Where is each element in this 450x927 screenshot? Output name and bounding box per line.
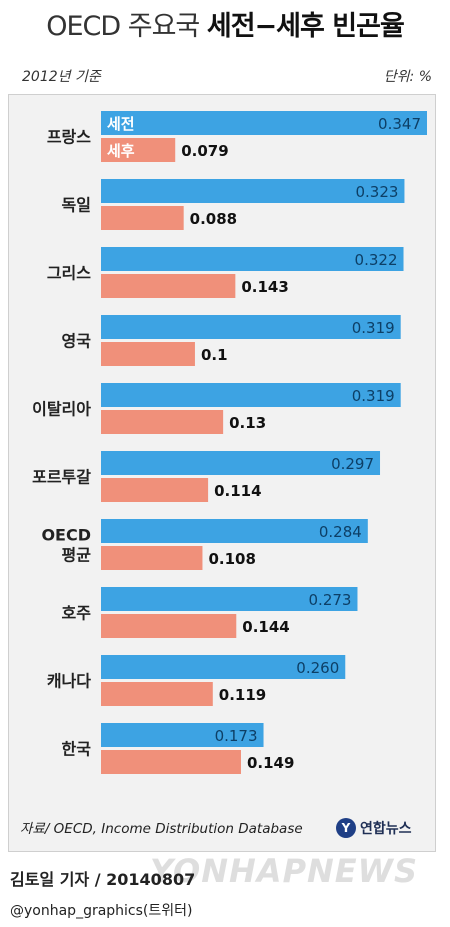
bar-pretax	[101, 451, 381, 475]
title-light: OECD 주요국	[46, 11, 200, 42]
value-label-pretax: 0.319	[352, 319, 395, 337]
value-label-pretax: 0.260	[296, 659, 339, 677]
category-label: 프랑스	[47, 128, 91, 147]
value-label-posttax: 0.088	[190, 210, 237, 228]
chart-title: OECD 주요국 세전−세후 빈곤율	[0, 4, 450, 43]
value-label-pretax: 0.297	[331, 455, 374, 473]
unit-label: 단위: %	[383, 69, 432, 85]
bar-pretax	[101, 111, 427, 135]
bar-posttax	[101, 206, 184, 230]
value-label-posttax: 0.119	[219, 686, 266, 704]
twitter-handle: @yonhap_graphics(트위터)	[10, 903, 193, 919]
value-label-posttax: 0.114	[214, 482, 261, 500]
value-label-pretax: 0.322	[355, 251, 398, 269]
brand: Y 연합뉴스	[336, 816, 412, 840]
value-label-pretax: 0.323	[355, 183, 398, 201]
bar-pretax	[101, 587, 358, 611]
value-label-posttax: 0.144	[242, 618, 289, 636]
reporter-credit: 김토일 기자 / 20140807	[10, 870, 196, 889]
bar-posttax	[101, 478, 209, 502]
category-label: OECD 평균	[41, 526, 91, 565]
bar-posttax	[101, 546, 203, 570]
bar-posttax	[101, 750, 241, 774]
category-label: 포르투갈	[32, 468, 91, 487]
bar-pretax	[101, 315, 401, 339]
title-bold: 세전−세후 빈곤율	[206, 11, 405, 42]
category-label: 이탈리아	[32, 400, 91, 419]
bar-posttax	[101, 138, 176, 162]
category-label: 영국	[62, 332, 92, 351]
category-label: 한국	[62, 740, 92, 759]
bar-pretax	[101, 723, 264, 747]
category-label: 독일	[62, 196, 91, 215]
bar-posttax	[101, 274, 236, 298]
bar-pretax	[101, 179, 405, 203]
bar-pretax	[101, 383, 401, 407]
value-label-pretax: 0.273	[309, 591, 352, 609]
value-label-pretax: 0.284	[319, 523, 362, 541]
value-label-posttax: 0.1	[201, 346, 228, 364]
bar-pretax	[101, 247, 404, 271]
value-label-pretax: 0.173	[215, 727, 258, 745]
bar-posttax	[101, 682, 213, 706]
category-label: 그리스	[47, 264, 91, 283]
value-label-posttax: 0.143	[241, 278, 288, 296]
value-label-posttax: 0.108	[208, 550, 255, 568]
category-label: 캐나다	[47, 672, 91, 691]
bar-posttax	[101, 614, 237, 638]
bar-posttax	[101, 410, 224, 434]
legend-label: 세전	[107, 115, 135, 133]
bar-pretax	[101, 655, 346, 679]
legend-label: 세후	[107, 142, 135, 160]
value-label-posttax: 0.13	[229, 414, 266, 432]
category-label: 호주	[62, 604, 92, 623]
value-label-posttax: 0.149	[247, 754, 294, 772]
chart-subtitle: 2012년 기준	[22, 69, 101, 85]
brand-name: 연합뉴스	[360, 821, 412, 837]
yonhap-logo-icon: Y	[336, 818, 356, 838]
value-label-posttax: 0.079	[181, 142, 228, 160]
watermark: YONHAPNEWS	[150, 852, 418, 890]
bar-posttax	[101, 342, 195, 366]
value-label-pretax: 0.319	[352, 387, 395, 405]
value-label-pretax: 0.347	[378, 115, 421, 133]
bar-pretax	[101, 519, 368, 543]
source-note: 자료/ OECD, Income Distribution Database	[20, 821, 303, 837]
